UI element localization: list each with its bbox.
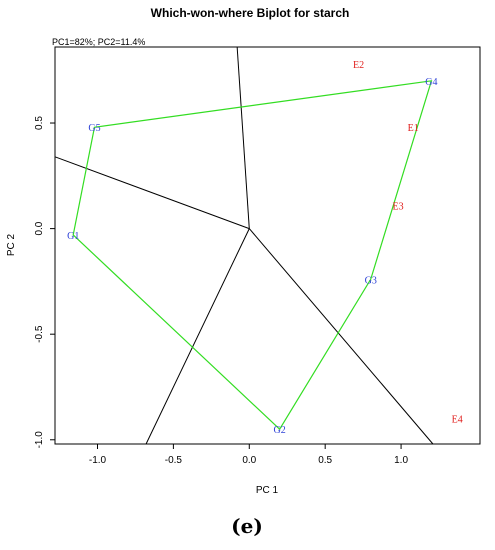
x-axis: -1.0 -0.5 0.0 0.5 1.0 <box>89 443 408 466</box>
x-tick-label: 0.0 <box>242 455 256 466</box>
sector-ray-2 <box>54 156 250 230</box>
genotype-label-g1: G1 <box>67 231 79 242</box>
x-tick-label: 0.5 <box>318 455 332 466</box>
environment-label-e3: E3 <box>392 201 403 212</box>
x-tick-label: -1.0 <box>89 455 107 466</box>
y-tick-label: 0.5 <box>34 116 45 130</box>
y-tick-label: 0.0 <box>34 221 45 235</box>
genotype-label-g3: G3 <box>365 275 377 286</box>
sector-ray-4 <box>248 228 434 445</box>
sector-rays <box>54 46 434 445</box>
genotype-label-g4: G4 <box>425 77 437 88</box>
environment-label-e4: E4 <box>452 415 463 426</box>
y-tick-label: -1.0 <box>34 431 45 449</box>
chart-subtitle: PC1=82%; PC2=11.4% <box>52 37 145 47</box>
convex-hull-polygon <box>72 80 433 431</box>
sector-ray-3 <box>145 228 250 445</box>
y-axis: -1.0 -0.5 0.0 0.5 <box>34 116 56 449</box>
plot-frame <box>54 46 481 445</box>
y-tick-label: -0.5 <box>34 325 45 343</box>
y-axis-label: PC 2 <box>6 233 17 256</box>
x-tick-label: -0.5 <box>165 455 183 466</box>
polygon-group <box>72 80 433 431</box>
panel-label: (e) <box>231 514 263 538</box>
chart-title: Which-won-where Biplot for starch <box>151 6 350 20</box>
x-tick-label: 1.0 <box>394 455 408 466</box>
environment-label-e1: E1 <box>408 123 419 134</box>
genotype-label-g5: G5 <box>88 123 100 134</box>
points-group: G1 G2 G3 G4 G5 E1 E2 E3 E4 <box>67 60 463 436</box>
x-axis-label: PC 1 <box>256 485 279 496</box>
genotype-label-g2: G2 <box>274 425 286 436</box>
environment-label-e2: E2 <box>353 60 364 71</box>
sector-ray-1 <box>236 46 250 229</box>
